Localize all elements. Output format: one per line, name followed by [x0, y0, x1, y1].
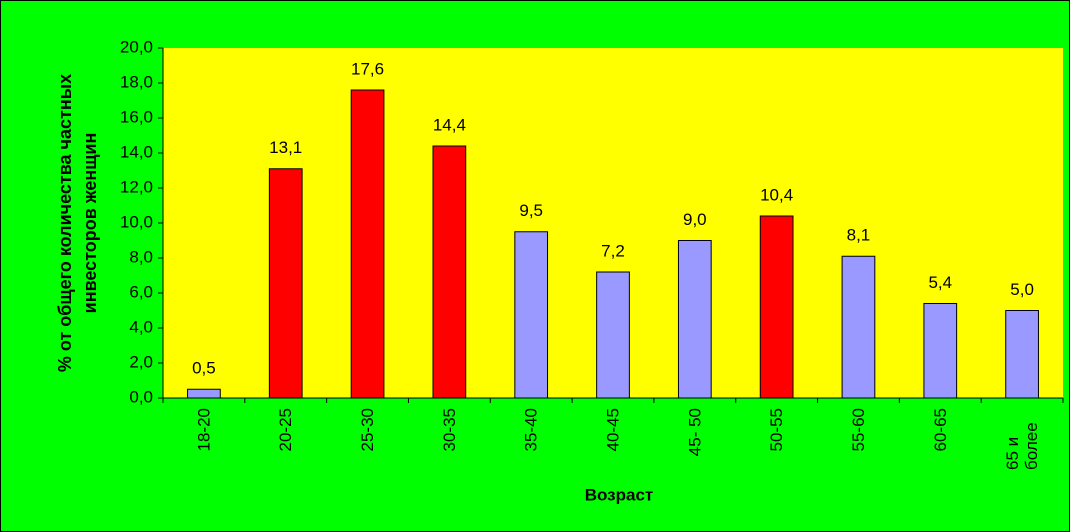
- data-label: 13,1: [269, 138, 302, 157]
- data-label: 9,0: [683, 210, 707, 229]
- y-tick-label: 18,0: [120, 72, 153, 91]
- y-tick-label: 4,0: [129, 317, 153, 336]
- y-tick-label: 16,0: [120, 107, 153, 126]
- x-tick-label: 65 иболее: [1004, 422, 1042, 470]
- data-label: 8,1: [847, 226, 871, 245]
- data-label: 5,0: [1010, 280, 1034, 299]
- data-label: 10,4: [760, 185, 793, 204]
- x-tick-label: 50-55: [767, 408, 786, 451]
- data-label: 9,5: [519, 201, 543, 220]
- y-tick-label: 6,0: [129, 282, 153, 301]
- data-label: 14,4: [433, 115, 466, 134]
- bar: [596, 271, 630, 399]
- x-tick-label: 45- 50: [685, 408, 704, 456]
- y-tick-label: 20,0: [120, 37, 153, 56]
- bar: [923, 303, 958, 399]
- data-label: 17,6: [351, 59, 384, 78]
- x-tick-label: 40-45: [603, 408, 622, 451]
- bar: [677, 240, 712, 399]
- y-tick-label: 2,0: [129, 352, 153, 371]
- y-axis-title: % от общего количества частных инвесторо…: [55, 73, 100, 373]
- y-tick-label: 8,0: [129, 247, 153, 266]
- x-tick-label: 55-60: [849, 408, 868, 451]
- y-tick-label: 0,0: [129, 387, 153, 406]
- x-tick-label: 20-25: [276, 408, 295, 451]
- bar: [1005, 310, 1039, 399]
- x-tick-label: 18-20: [194, 408, 213, 451]
- x-tick-label: 25-30: [358, 408, 377, 451]
- x-tick-label: 35-40: [522, 408, 541, 451]
- bar: [514, 231, 549, 399]
- bar: [350, 89, 385, 399]
- y-tick-label: 12,0: [120, 177, 153, 196]
- bar: [187, 388, 221, 399]
- y-tick-label: 14,0: [120, 142, 153, 161]
- x-tick-label: 30-35: [440, 408, 459, 451]
- x-axis-title: Возраст: [585, 485, 654, 504]
- data-label: 7,2: [601, 241, 625, 260]
- y-tick-label: 10,0: [120, 212, 153, 231]
- data-label: 0,5: [192, 359, 216, 378]
- x-tick-label: 60-65: [931, 408, 950, 451]
- data-label: 5,4: [928, 273, 952, 292]
- bar: [432, 145, 467, 399]
- bar: [841, 255, 876, 399]
- bar: [759, 215, 794, 399]
- bar: [268, 168, 303, 399]
